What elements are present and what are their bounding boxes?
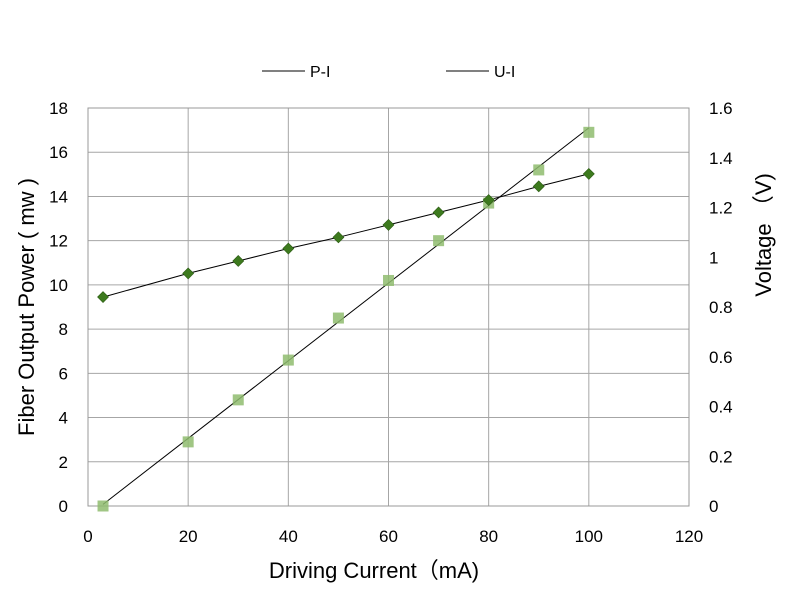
y-right-tick-label: 0.6 (709, 348, 733, 367)
x-tick-label: 60 (379, 527, 398, 546)
p-i-point (332, 312, 344, 324)
y-right-tick-label: 1.4 (709, 149, 733, 168)
u-i-point (97, 291, 109, 303)
y-left-tick-label: 8 (59, 320, 68, 339)
y-axis-right-title: Voltage （V) (751, 173, 776, 297)
y-left-tick-label: 16 (49, 143, 68, 162)
legend-label-u-i: U-I (494, 64, 515, 81)
u-i-line (102, 173, 589, 298)
y-left-tick-label: 2 (59, 453, 68, 472)
y-right-tick-label: 0 (709, 497, 718, 516)
u-i-point (382, 218, 395, 231)
u-i-point (432, 206, 445, 219)
x-tick-label: 120 (675, 527, 703, 546)
u-i-point (332, 231, 345, 244)
x-tick-label: 0 (83, 527, 92, 546)
u-i-point (482, 194, 495, 206)
p-i-point (232, 394, 244, 406)
y-right-tick-label: 1.6 (709, 99, 733, 118)
u-i-point (282, 242, 295, 255)
u-i-point (232, 255, 245, 267)
legend: P-I U-I (262, 64, 515, 81)
y-axis-left-title: Fiber Output Power ( mw ) (14, 178, 39, 436)
p-i-point (583, 126, 595, 138)
p-i-point (97, 500, 109, 512)
u-i-point (582, 167, 595, 180)
y-right-tick-label: 1.2 (709, 199, 733, 218)
trend-lines (102, 127, 590, 505)
data-markers (97, 126, 595, 512)
y-left-tick-label: 12 (49, 232, 68, 251)
p-i-point (282, 354, 294, 366)
y-left-tick-label: 0 (59, 497, 68, 516)
x-axis-title: Driving Current（mA) (269, 558, 479, 583)
p-i-point (383, 274, 394, 286)
x-tick-label: 20 (179, 527, 198, 546)
y-left-tick-label: 6 (59, 364, 68, 383)
p-i-point (182, 436, 194, 448)
x-tick-label: 100 (575, 527, 603, 546)
y-right-tick-label: 0.8 (709, 298, 733, 317)
y-left-tick-label: 10 (49, 276, 68, 295)
y-left-tick-label: 14 (49, 187, 68, 206)
tick-labels: 0 2 4 6 8 10 12 14 16 18 0 20 40 60 80 100 120 0 0.2 0.4 0.6… (49, 99, 733, 546)
y-left-tick-label: 4 (59, 409, 68, 428)
plot-area-frame (87, 107, 690, 507)
legend-label-p-i: P-I (310, 64, 330, 81)
p-i-point (533, 164, 545, 176)
u-i-point (532, 180, 545, 193)
u-i-point (182, 267, 195, 280)
x-tick-label: 80 (479, 527, 498, 546)
y-left-tick-label: 18 (49, 99, 68, 118)
x-tick-label: 40 (279, 527, 298, 546)
p-i-trend-line (102, 127, 590, 505)
y-right-tick-label: 0.4 (709, 398, 733, 417)
y-right-tick-label: 0.2 (709, 447, 733, 466)
p-i-point (433, 235, 445, 247)
y-right-tick-label: 1 (709, 248, 718, 267)
